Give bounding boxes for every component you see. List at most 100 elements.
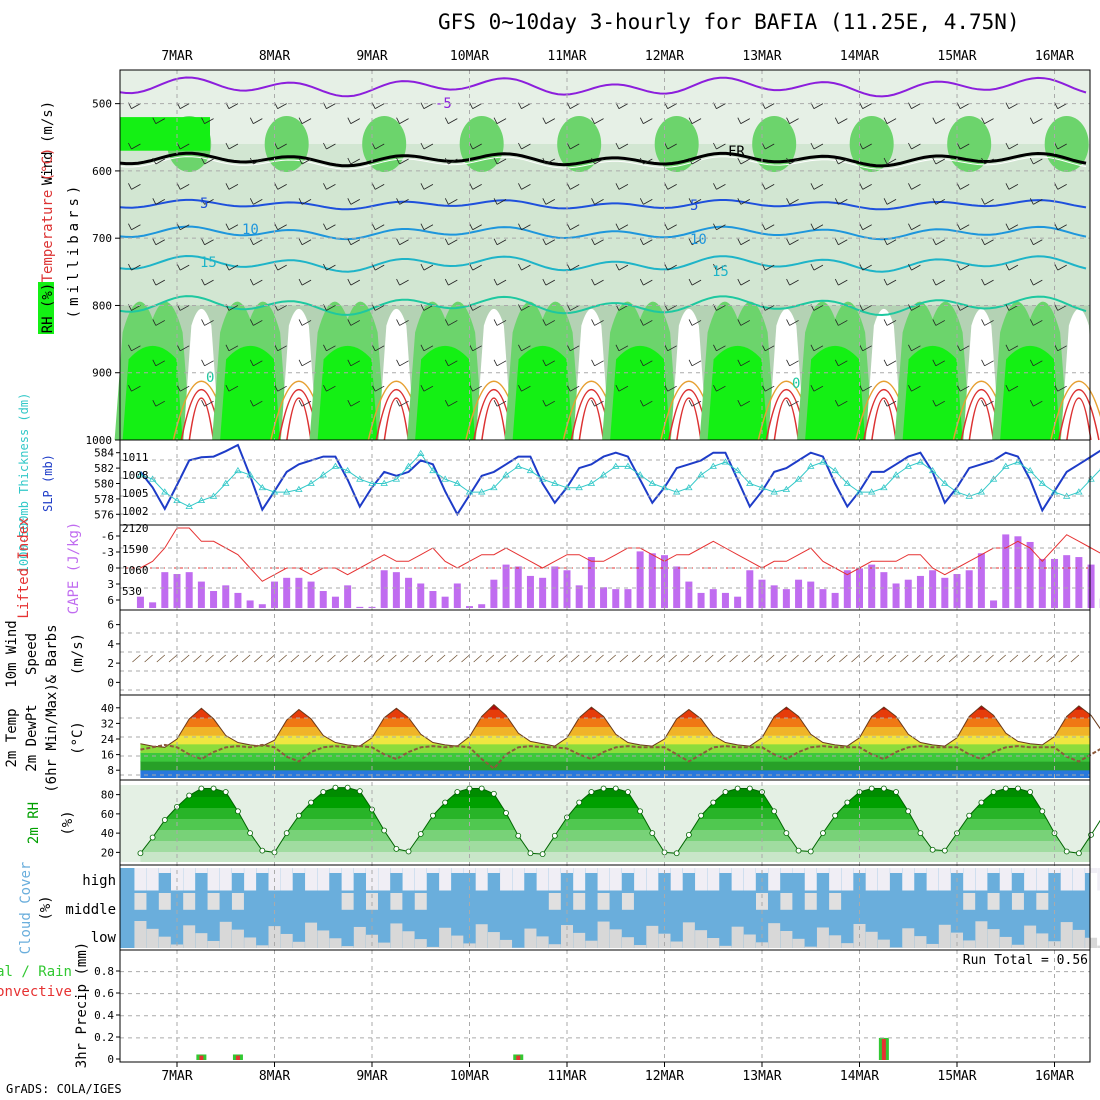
wind-barb-flag <box>591 400 595 407</box>
rh-band <box>140 818 1090 830</box>
data-point <box>235 808 241 815</box>
wind-barb-flag <box>786 238 790 245</box>
cloud-high-cell <box>512 868 525 891</box>
data-point <box>527 673 533 679</box>
wind-barb <box>862 224 872 231</box>
wind-barb-flag <box>176 142 181 150</box>
wind-barb <box>448 118 458 124</box>
data-point <box>880 785 887 792</box>
cape-bar <box>392 572 400 608</box>
data-point <box>941 847 948 854</box>
wind-barb <box>1033 239 1043 246</box>
wind-barb <box>399 239 409 246</box>
cloud-high-cell <box>573 868 586 891</box>
ylabel-speed: Speed <box>24 633 40 675</box>
cloud-high-cell <box>402 868 415 891</box>
wind-barb-flag <box>688 278 693 286</box>
wind-barb <box>838 118 848 124</box>
cloud-high-cell <box>646 868 659 891</box>
wind-barb <box>656 654 665 663</box>
wind-barb <box>691 118 702 124</box>
dry-column <box>963 308 1000 440</box>
wind-barb <box>1033 158 1043 165</box>
data-point <box>197 496 206 504</box>
wind-barb <box>813 184 824 190</box>
cloud-high-cell <box>244 868 257 891</box>
wind-barb <box>1070 654 1080 663</box>
wind-barb <box>911 305 921 311</box>
wind-barb <box>545 239 556 246</box>
wind-barb <box>350 360 361 367</box>
wind-barb <box>1046 654 1055 663</box>
wind-barb <box>545 158 556 165</box>
cloud-high-cell <box>548 868 561 891</box>
cloud-high-cell <box>305 868 318 891</box>
ytick-label: 3 <box>107 578 114 591</box>
wind-barb-flag <box>1005 385 1010 392</box>
cape-bar <box>612 589 620 608</box>
data-point <box>331 462 340 469</box>
wind-barb-flag <box>274 223 279 230</box>
wind-barb <box>667 305 677 311</box>
data-point <box>625 789 631 795</box>
wind-barb <box>1057 264 1067 271</box>
data-point <box>893 789 899 795</box>
cloud-high-cell <box>609 868 622 891</box>
cloud-low-cell <box>134 921 147 948</box>
data-point <box>539 851 546 858</box>
wind-barb <box>753 654 763 663</box>
wind-barb-flag <box>542 198 547 205</box>
data-point <box>734 785 741 792</box>
wind-barb-flag <box>371 142 376 150</box>
wind-barb <box>545 279 556 286</box>
ylabel-2m-temp: 2m Temp <box>4 708 20 767</box>
cloud-high-cell <box>780 868 793 873</box>
wind-barb <box>423 184 434 190</box>
wind-barb-flag <box>786 359 790 366</box>
cape-bar <box>746 570 754 608</box>
wind-barb <box>423 143 434 150</box>
wind-barb <box>789 239 799 246</box>
cloud-low-cell <box>975 921 988 948</box>
rh-plume-core <box>707 345 768 440</box>
cloud-low-cell <box>280 933 293 948</box>
cloud-high-cell <box>256 868 269 873</box>
wind-barb-flag <box>810 263 815 271</box>
data-point <box>345 665 351 671</box>
data-point <box>162 645 168 651</box>
data-point <box>977 488 986 495</box>
wind-barb-flag <box>639 117 644 124</box>
wind-barb-flag <box>639 198 644 205</box>
cape-bar <box>441 596 449 608</box>
wind-barb <box>813 264 824 271</box>
wind-barb <box>984 118 994 124</box>
cloud-high-cell <box>1072 868 1085 891</box>
cloud-low-cell <box>743 934 756 948</box>
wind-barb-flag <box>152 400 157 407</box>
cloud-low-cell <box>219 921 232 948</box>
wind-barb-flag <box>347 117 352 124</box>
cloud-low-cell <box>146 928 159 948</box>
wind-barb-flag <box>591 319 595 326</box>
rh-band <box>140 829 1090 841</box>
contour-freezing-inner <box>119 156 1087 170</box>
data-point <box>137 669 143 675</box>
wind-barb-flag <box>225 344 230 351</box>
wind-barb <box>911 385 921 392</box>
wind-barb-flag <box>883 117 888 124</box>
cape-bar <box>1038 558 1046 608</box>
warm-contour <box>481 397 507 441</box>
cloud-low-cell <box>439 927 452 948</box>
wind-barb-flag <box>493 157 498 165</box>
cloud-low-cell <box>414 939 427 948</box>
cloud-mid-cell <box>207 893 220 910</box>
wind-barb-flag <box>347 238 352 245</box>
cloud-mid-cell <box>963 893 976 910</box>
wind-barb <box>1033 279 1043 286</box>
wind-barb <box>228 224 239 231</box>
wind-barb <box>740 118 751 124</box>
wind-barb <box>350 199 361 205</box>
data-point <box>1027 789 1034 795</box>
cape-bar <box>210 591 218 608</box>
